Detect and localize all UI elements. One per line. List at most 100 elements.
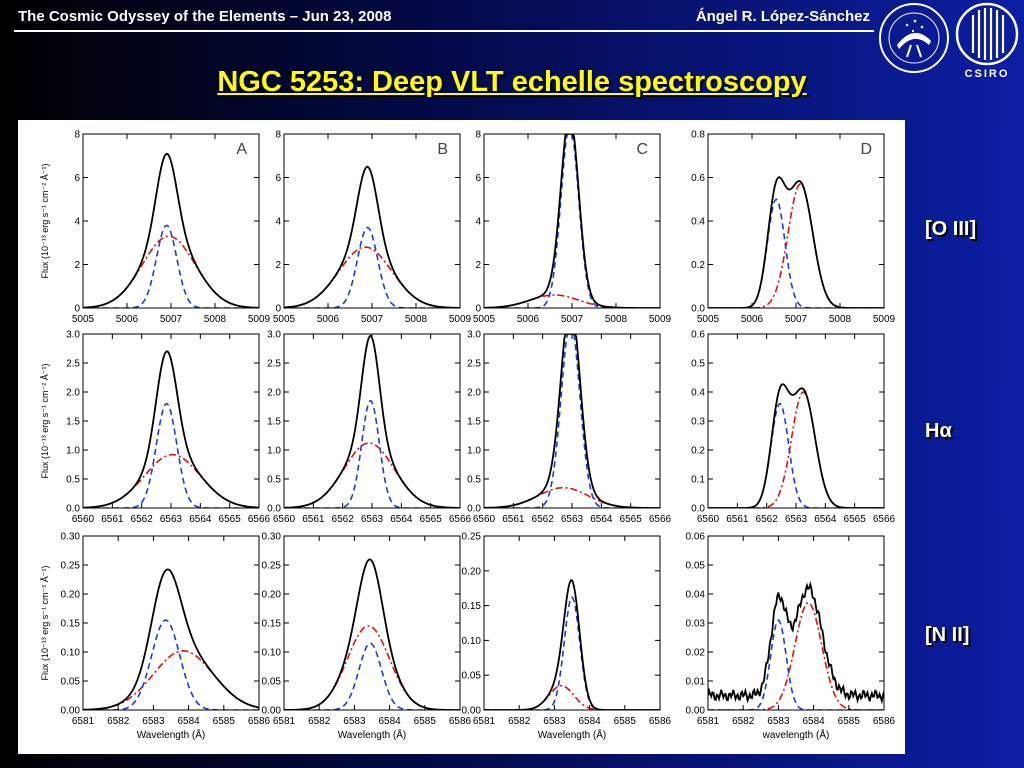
y-tick-label: 2	[475, 260, 481, 271]
y-tick-label: 0.15	[61, 619, 81, 630]
x-tick-label: 6563	[785, 514, 808, 525]
x-tick-label: 6563	[361, 514, 384, 525]
x-tick-label: 5006	[317, 314, 340, 325]
x-tick-label: 6566	[649, 514, 672, 525]
y-tick-label: 0.4	[691, 388, 705, 399]
panel-curves	[284, 558, 460, 710]
y-tick-label: 0.00	[262, 706, 282, 717]
total-spectrum-line	[484, 579, 660, 710]
x-tick-label: 6560	[697, 514, 720, 525]
x-tick-label: 6561	[302, 514, 325, 525]
total-spectrum-line	[284, 165, 460, 308]
x-tick-label: 6565	[844, 514, 867, 525]
x-tick-label: 5009	[248, 314, 271, 325]
total-spectrum-line	[708, 580, 884, 705]
y-tick-label: 0.0	[66, 504, 80, 515]
x-tick-label: 6586	[449, 716, 472, 727]
y-tick-label: 2	[275, 260, 281, 271]
y-tick-label: 0.8	[691, 130, 705, 141]
panel-curves	[284, 335, 460, 508]
y-tick-label: 0.0	[691, 504, 705, 515]
y-tick-label: 0.1	[691, 475, 705, 486]
panel-curves	[708, 176, 884, 308]
panel-frame	[283, 333, 461, 509]
y-tick-label: 0.4	[691, 217, 705, 228]
panel-frame	[707, 133, 885, 309]
author-name: Ángel R. López-Sánchez	[695, 8, 870, 25]
y-tick-label: 6	[74, 173, 80, 184]
y-tick-label: 8	[74, 130, 80, 141]
y-tick-label: 0	[275, 304, 281, 315]
panel-frame	[707, 333, 885, 509]
talk-title: The Cosmic Odyssey of the Elements – Jun…	[18, 8, 392, 25]
panel-letter: B	[437, 141, 448, 158]
total-spectrum-line	[83, 568, 259, 710]
y-tick-label: 0.2	[691, 260, 705, 271]
x-tick-label: 6583	[142, 716, 165, 727]
panel-curves	[83, 568, 259, 710]
y-tick-label: 0.00	[61, 706, 81, 717]
x-tick-label: 6563	[160, 514, 183, 525]
y-tick-label: 0.30	[262, 532, 282, 543]
x-tick-label: 6584	[378, 716, 401, 727]
y-tick-label: 4	[475, 217, 481, 228]
narrow-component-line	[708, 198, 884, 308]
x-tick-label: 5007	[561, 314, 584, 325]
x-tick-label: 6566	[449, 514, 472, 525]
x-tick-label: 5006	[116, 314, 139, 325]
panel-curves	[708, 580, 884, 710]
panel-frame	[483, 333, 661, 509]
x-tick-label: 6585	[614, 716, 637, 727]
y-tick-label: 4	[275, 217, 281, 228]
x-tick-label: 6585	[414, 716, 437, 727]
x-tick-label: 5005	[273, 314, 296, 325]
x-tick-label: 6582	[308, 716, 331, 727]
y-tick-label: 0	[475, 304, 481, 315]
y-tick-label: 0.01	[686, 677, 706, 688]
panel-letter: D	[860, 141, 872, 158]
y-tick-label: 0.3	[691, 417, 705, 428]
x-tick-label: 6583	[343, 716, 366, 727]
y-tick-label: 0.05	[61, 677, 81, 688]
y-tick-label: 6	[475, 173, 481, 184]
y-tick-label: 0.5	[467, 475, 481, 486]
x-tick-label: 6581	[697, 716, 720, 727]
header-rule	[14, 30, 874, 32]
panel-curves	[484, 579, 660, 710]
x-tick-label: 6561	[101, 514, 124, 525]
x-tick-label: 6566	[248, 514, 271, 525]
x-tick-label: 5006	[517, 314, 540, 325]
y-tick-label: 1.0	[66, 446, 80, 457]
x-tick-label: 6561	[502, 514, 525, 525]
y-tick-label: 1.5	[66, 417, 80, 428]
y-tick-label: 0.20	[462, 566, 482, 577]
y-tick-label: 0.15	[262, 619, 282, 630]
x-tick-label: 6560	[473, 514, 496, 525]
x-axis-label: Wavelength (Å)	[338, 728, 407, 741]
x-tick-label: 6565	[620, 514, 643, 525]
x-tick-label: 6584	[177, 716, 200, 727]
x-tick-label: 5008	[405, 314, 428, 325]
y-tick-label: 0.05	[686, 561, 706, 572]
x-tick-label: 6561	[726, 514, 749, 525]
panel-frame	[483, 133, 661, 309]
y-tick-label: 1.0	[267, 446, 281, 457]
x-tick-label: 5005	[697, 314, 720, 325]
y-tick-label: 1.5	[267, 417, 281, 428]
x-tick-label: 6581	[72, 716, 95, 727]
x-tick-label: 5008	[204, 314, 227, 325]
narrow-component-line	[83, 402, 259, 508]
panel-frame	[707, 535, 885, 711]
x-tick-label: 5005	[72, 314, 95, 325]
x-axis-label: Wavelength (Å)	[538, 728, 607, 741]
panel-frame	[283, 133, 461, 309]
narrow-component-line	[484, 596, 660, 710]
y-tick-label: 2.0	[66, 388, 80, 399]
y-tick-label: 0.0	[467, 504, 481, 515]
x-tick-label: 6562	[532, 514, 555, 525]
broad-component-line	[83, 235, 259, 308]
y-tick-label: 4	[74, 217, 80, 228]
broad-component-line	[708, 391, 884, 508]
x-tick-label: 6581	[273, 716, 296, 727]
x-axis-label: wavelength (Å)	[762, 728, 830, 741]
